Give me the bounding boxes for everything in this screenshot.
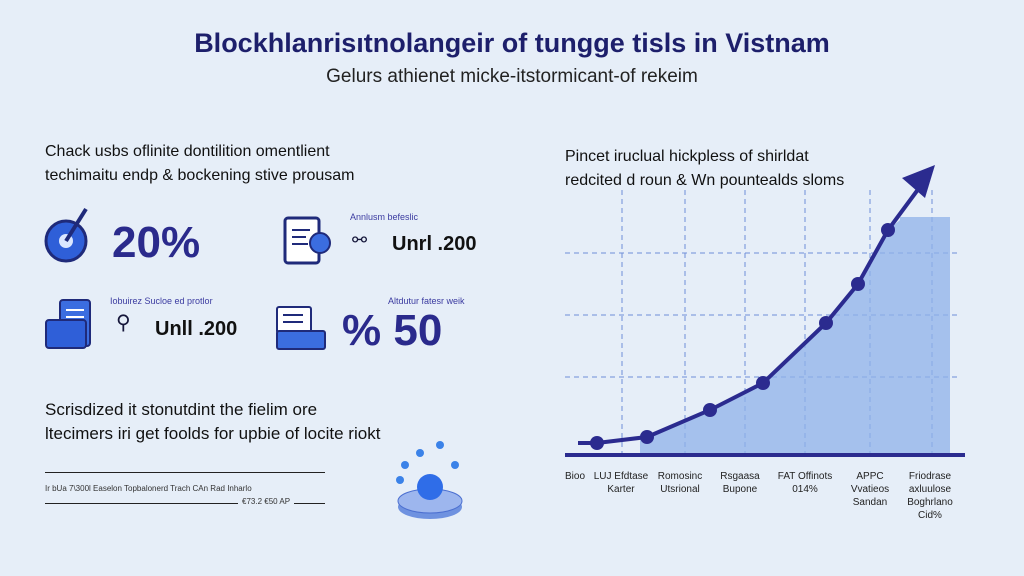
data-point: [756, 376, 770, 390]
stat-value: % 50: [342, 306, 443, 355]
x-tick-label: APPC Vvatieos Sandan: [850, 471, 890, 508]
divider: [45, 472, 325, 473]
outro-text: Scrisdized it stonutdint the fielim ore …: [45, 398, 380, 446]
x-tick-label: Rsgaasa Bupone: [720, 471, 760, 495]
chart-title-line: redcited d roun & Wn pountealds sloms: [565, 172, 845, 189]
chart-title: Pincet iruclual hickpless of shirldat re…: [565, 145, 844, 193]
card-icon: [276, 306, 326, 350]
intro-line: Chack usbs oflinite dontilition omentlie…: [45, 143, 330, 160]
tablet-document-icon: [283, 216, 331, 265]
outro-line: ltecimers iri get foolds for upbie of lo…: [45, 424, 381, 443]
chart-title-line: Pincet iruclual hickpless of shirldat: [565, 148, 809, 165]
network-icon: ⚯: [352, 230, 368, 250]
stat-label: Annlusm befeslic: [350, 212, 419, 222]
area-fill: [640, 217, 950, 455]
x-tick-label: Bioo: [564, 471, 585, 482]
stat-value: Unll .200: [155, 318, 238, 340]
stat-label: Iobuirez Sucloe ed protlor: [110, 296, 213, 306]
outro-line: Scrisdized it stonutdint the fielim ore: [45, 400, 318, 419]
key-icon: ⚲: [116, 312, 131, 334]
stat-value: Unrl .200: [392, 233, 477, 255]
page-subtitle: Gelurs athienet micke-itstormicant-of re…: [326, 66, 698, 87]
x-tick-label: Friodrase axluulose Boghrlano Cid%: [907, 471, 953, 521]
data-point: [703, 403, 717, 417]
data-point: [590, 436, 604, 450]
globe-network-illustration: [396, 441, 463, 519]
footnote: Ir bUa 7\300l Easelon Topbalonerd Trach …: [45, 484, 252, 493]
page-title: Blockhlanrisıtnolangeir of tungge tisls …: [194, 28, 830, 58]
data-point: [881, 223, 895, 237]
x-tick-label: FAT Offinots 014%: [777, 471, 833, 495]
data-point: [819, 316, 833, 330]
intro-text: Chack usbs oflinite dontilition omentlie…: [45, 140, 355, 188]
folder-icon: [45, 299, 91, 349]
arrow-head: [902, 165, 935, 198]
intro-line: techimaitu endp & bockening stive prousa…: [45, 167, 355, 184]
footnote-value: €73.2 €50 AP: [238, 497, 295, 506]
divider: [45, 503, 325, 504]
stat-label: Altdutur fatesr weik: [388, 296, 465, 306]
data-point: [851, 277, 865, 291]
x-tick-label: Romosinc Utsrional: [657, 471, 703, 495]
x-tick-label: LUJ Efdtase Karter: [593, 471, 649, 495]
stat-value: 20%: [112, 218, 201, 267]
target-icon: [44, 207, 88, 263]
data-point: [640, 430, 654, 444]
